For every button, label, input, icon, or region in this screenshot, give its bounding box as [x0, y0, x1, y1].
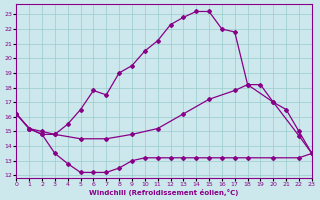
X-axis label: Windchill (Refroidissement éolien,°C): Windchill (Refroidissement éolien,°C) [89, 189, 239, 196]
